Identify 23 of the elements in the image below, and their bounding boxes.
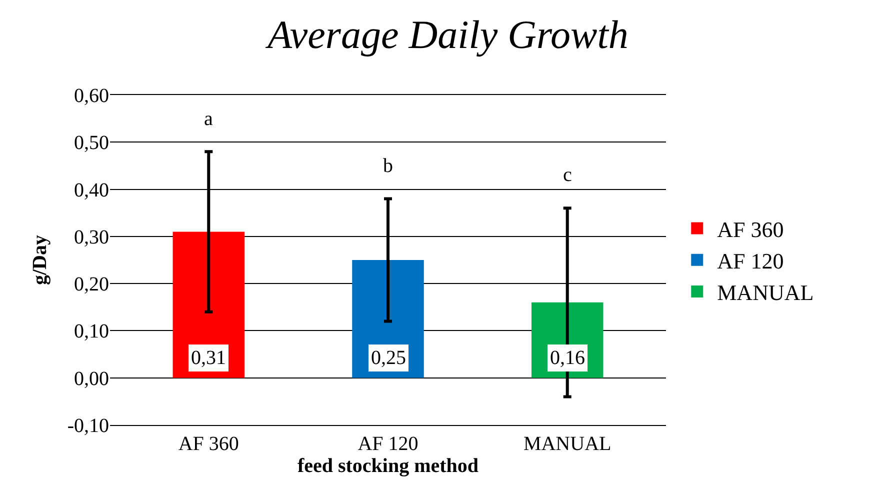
y-tick-label: 0,60 bbox=[74, 85, 109, 107]
y-axis-title: g/Day bbox=[28, 235, 51, 285]
annotation: a bbox=[204, 108, 213, 130]
y-tick-label: -0,10 bbox=[67, 415, 109, 437]
chart-title: Average Daily Growth bbox=[264, 12, 628, 57]
annotation: b bbox=[383, 155, 393, 177]
y-tick-label: 0,30 bbox=[74, 226, 109, 248]
data-label: 0,25 bbox=[371, 347, 406, 369]
data-label: 0,16 bbox=[550, 347, 585, 369]
legend-label: AF 360 bbox=[717, 216, 784, 242]
x-tick-label: AF 120 bbox=[358, 433, 418, 455]
legend-label: AF 120 bbox=[717, 248, 784, 274]
y-tick-label: 0,00 bbox=[74, 368, 109, 390]
x-tick-label: MANUAL bbox=[523, 433, 612, 455]
y-tick-label: 0,10 bbox=[74, 320, 109, 343]
y-tick-label: 0,20 bbox=[74, 274, 109, 296]
x-tick-label: AF 360 bbox=[178, 433, 239, 455]
annotation: c bbox=[563, 164, 572, 186]
x-axis-title: feed stocking method bbox=[297, 455, 479, 477]
legend-label: MANUAL bbox=[717, 280, 814, 306]
y-tick-label: 0,50 bbox=[74, 132, 109, 154]
y-tick-label: 0,40 bbox=[74, 179, 109, 202]
data-label: 0,31 bbox=[191, 347, 226, 369]
